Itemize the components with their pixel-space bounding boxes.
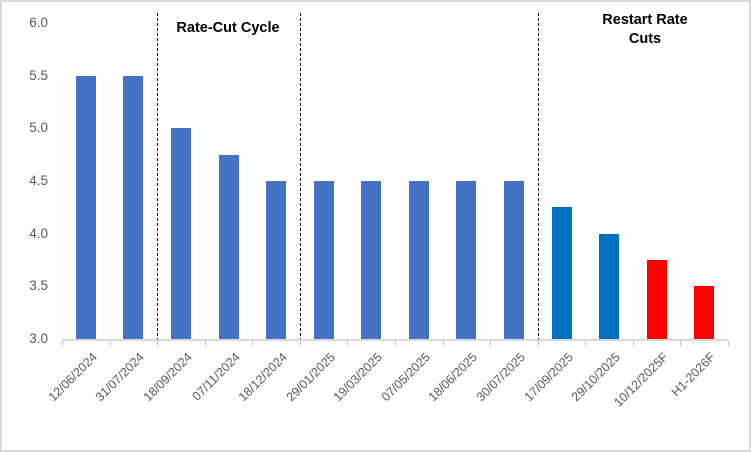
x-axis-tick (490, 341, 492, 346)
y-axis-tick-label: 3.0 (29, 331, 48, 346)
bar (599, 233, 620, 339)
x-axis-tick (585, 341, 587, 346)
x-axis-tick (728, 341, 729, 346)
bar (123, 75, 144, 339)
x-axis-line (62, 339, 728, 341)
x-axis-tick (252, 341, 254, 346)
x-axis-tick (395, 341, 396, 346)
bar (218, 154, 239, 339)
x-axis-tick (632, 341, 634, 346)
bar (361, 180, 382, 339)
y-axis-tick-label: 4.5 (29, 172, 48, 188)
x-axis-tick (109, 341, 111, 346)
phase-separator-line (299, 13, 301, 339)
annotation-rate-cut-cycle: Rate-Cut Cycle (176, 20, 280, 36)
bar (646, 259, 667, 339)
x-axis-tick (157, 341, 159, 346)
bar (266, 180, 287, 339)
x-axis-tick (537, 341, 539, 346)
y-axis-tick-label: 5.0 (29, 120, 48, 136)
y-axis-tick-label: 3.5 (29, 278, 48, 294)
bar (170, 128, 191, 339)
y-axis-tick-label: 4.0 (29, 225, 48, 241)
x-axis-tick (680, 341, 682, 346)
y-axis-tick-label: 6.0 (29, 14, 48, 30)
x-axis-tick (347, 341, 349, 346)
y-axis-tick-label: 5.5 (29, 67, 48, 83)
phase-separator-line (157, 13, 159, 339)
x-axis-tick (299, 341, 301, 346)
bar (75, 75, 96, 339)
x-axis-tick (62, 341, 63, 346)
phase-separator-line (537, 13, 539, 339)
bar (408, 180, 429, 339)
bar (503, 180, 524, 339)
bar (313, 180, 334, 339)
bar (694, 286, 715, 339)
annotation-restart-rate-cuts: Restart Rate Cuts (602, 12, 688, 47)
bar (551, 207, 572, 339)
bar (456, 180, 477, 339)
x-axis-tick (442, 341, 444, 346)
x-axis-tick (204, 341, 206, 346)
